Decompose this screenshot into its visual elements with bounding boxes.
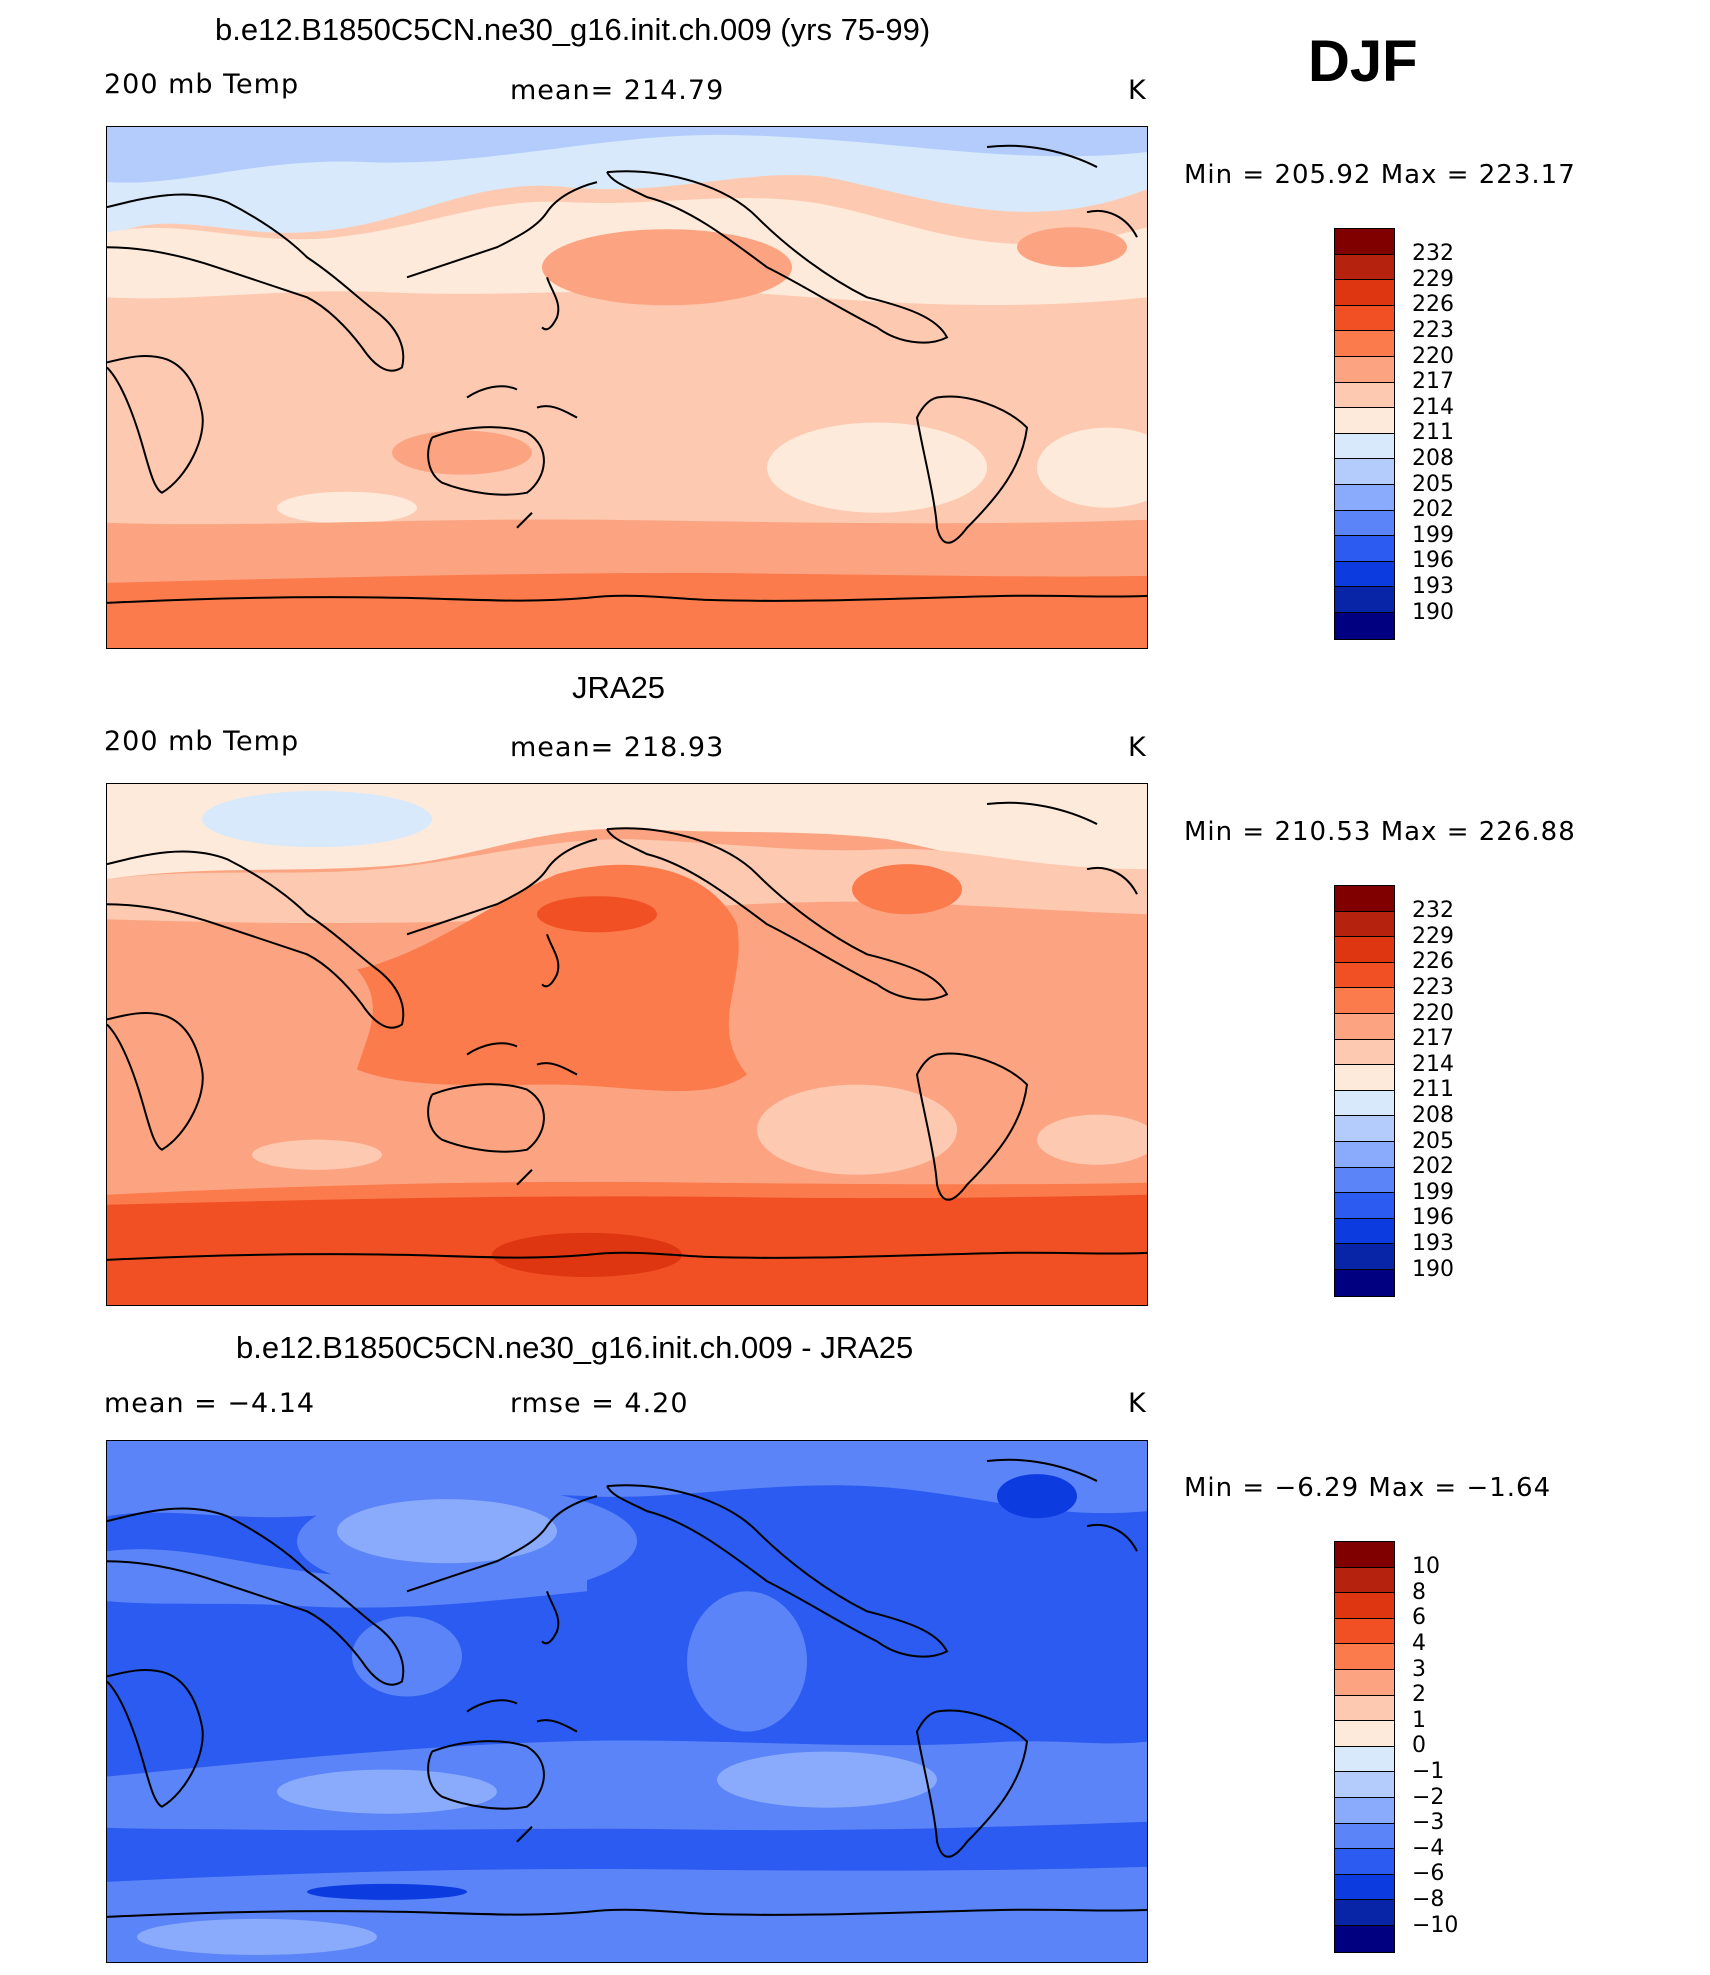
panel3-left-label: mean = −4.14 bbox=[104, 1388, 316, 1419]
panel3-dark-spot-antarctic bbox=[307, 1883, 467, 1900]
panel2-title: JRA25 bbox=[572, 670, 666, 705]
panel3-tick: 4 bbox=[1412, 1631, 1426, 1656]
panel2-tick: 190 bbox=[1412, 1257, 1454, 1282]
panel1-tick: 196 bbox=[1412, 548, 1454, 573]
panel1-mean-label: mean= 214.79 bbox=[510, 75, 725, 106]
panel2-warm-spot-japan bbox=[537, 896, 657, 933]
panel3-warm-spot-canada bbox=[997, 1474, 1077, 1519]
panel1-tick: 223 bbox=[1412, 318, 1454, 343]
panel3-tick: −2 bbox=[1412, 1785, 1445, 1810]
panel2-cool-spot-pacific bbox=[757, 1084, 957, 1175]
panel2-tick: 196 bbox=[1412, 1205, 1454, 1230]
panel1-band-antarctic bbox=[107, 572, 1147, 648]
panel1-tick: 199 bbox=[1412, 523, 1454, 548]
panel1-tick: 205 bbox=[1412, 472, 1454, 497]
panel2-tick: 211 bbox=[1412, 1077, 1454, 1102]
panel2-tick: 232 bbox=[1412, 898, 1454, 923]
panel1-tick: 232 bbox=[1412, 241, 1454, 266]
panel3-tick: 3 bbox=[1412, 1657, 1426, 1682]
panel1-coastlines bbox=[107, 144, 1147, 604]
panel3-light-spot-asia bbox=[337, 1499, 557, 1564]
panel1-cool-spot-pacific bbox=[767, 422, 987, 513]
panel1-map bbox=[106, 126, 1148, 649]
panel1-left-label: 200 mb Temp bbox=[104, 69, 300, 100]
panel3-cool-spot-pacific bbox=[687, 1591, 807, 1732]
panel1-tick: 214 bbox=[1412, 395, 1454, 420]
panel1-tick: 190 bbox=[1412, 600, 1454, 625]
panel3-tick: −8 bbox=[1412, 1887, 1445, 1912]
panel2-tick: 193 bbox=[1412, 1231, 1454, 1256]
panel1-tick: 202 bbox=[1412, 497, 1454, 522]
panel3-midlat-patch bbox=[107, 1549, 587, 1608]
panel3-colorbar-swatches bbox=[1334, 1541, 1395, 1953]
panel2-tick: 214 bbox=[1412, 1052, 1454, 1077]
panel2-left-label: 200 mb Temp bbox=[104, 726, 300, 757]
panel3-tick: 0 bbox=[1412, 1733, 1426, 1758]
panel3-light-spot-antarctic bbox=[137, 1918, 377, 1955]
panel3-tick: 2 bbox=[1412, 1682, 1426, 1707]
panel2-tick: 220 bbox=[1412, 1001, 1454, 1026]
panel2-cool-spot-atlantic bbox=[1037, 1114, 1147, 1165]
season-label: DJF bbox=[1308, 29, 1418, 94]
panel3-title: b.e12.B1850C5CN.ne30_g16.init.ch.009 - J… bbox=[236, 1330, 914, 1365]
panel2-tick: 208 bbox=[1412, 1103, 1454, 1128]
panel1-warm-spot-atlantic bbox=[1017, 227, 1127, 268]
panel3-units: K bbox=[1128, 1388, 1147, 1419]
panel2-tick: 217 bbox=[1412, 1026, 1454, 1051]
panel2-tick: 205 bbox=[1412, 1129, 1454, 1154]
panel3-tick: −10 bbox=[1412, 1913, 1459, 1938]
panel3-minmax: Min = −6.29 Max = −1.64 bbox=[1184, 1473, 1552, 1503]
panel2-cool-spot-indian bbox=[252, 1139, 382, 1170]
panel1-warm-spot-japan bbox=[542, 229, 792, 306]
panel2-tick: 199 bbox=[1412, 1180, 1454, 1205]
panel3-coastlines bbox=[107, 1458, 1147, 1918]
panel3-tick: 1 bbox=[1412, 1708, 1426, 1733]
panel1-cool-spot-indian bbox=[277, 491, 417, 524]
panel3-cool-spot-indonesia bbox=[352, 1616, 462, 1697]
panel1-units: K bbox=[1128, 75, 1147, 106]
panel1-tick: 229 bbox=[1412, 267, 1454, 292]
panel3-rmse-label: rmse = 4.20 bbox=[510, 1388, 689, 1419]
panel3-light-spot-south-pacific bbox=[717, 1751, 937, 1808]
panel1-tick: 193 bbox=[1412, 574, 1454, 599]
panel2-tick: 229 bbox=[1412, 924, 1454, 949]
panel2-colorbar-swatches bbox=[1334, 885, 1395, 1297]
panel1-colorbar-swatches bbox=[1334, 228, 1395, 640]
panel1-warm-spot-australia bbox=[392, 430, 532, 475]
panel3-tick: −3 bbox=[1412, 1810, 1445, 1835]
panel1-tick: 208 bbox=[1412, 446, 1454, 471]
panel1-band-arctic bbox=[107, 127, 1147, 183]
panel2-coastlines bbox=[107, 801, 1147, 1261]
panel3-tick: 8 bbox=[1412, 1580, 1426, 1605]
panel1-title: b.e12.B1850C5CN.ne30_g16.init.ch.009 (yr… bbox=[215, 12, 931, 47]
panel3-light-spot-indian bbox=[277, 1769, 497, 1814]
panel2-tick: 226 bbox=[1412, 949, 1454, 974]
panel2-mean-label: mean= 218.93 bbox=[510, 732, 725, 763]
panel1-cool-spot-atlantic bbox=[1037, 427, 1147, 508]
panel2-map bbox=[106, 783, 1148, 1306]
panel3-tick: −4 bbox=[1412, 1836, 1445, 1861]
panel1-tick: 220 bbox=[1412, 344, 1454, 369]
panel1-minmax: Min = 205.92 Max = 223.17 bbox=[1184, 160, 1576, 190]
panel3-map bbox=[106, 1440, 1148, 1963]
panel2-warm-spot-canada bbox=[852, 864, 962, 915]
panel2-minmax: Min = 210.53 Max = 226.88 bbox=[1184, 817, 1576, 847]
panel1-tick: 226 bbox=[1412, 292, 1454, 317]
panel1-tick: 217 bbox=[1412, 369, 1454, 394]
panel1-tick: 211 bbox=[1412, 420, 1454, 445]
panel3-tick: −1 bbox=[1412, 1759, 1445, 1784]
panel3-tick: 10 bbox=[1412, 1554, 1440, 1579]
panel2-tick: 223 bbox=[1412, 975, 1454, 1000]
panel2-units: K bbox=[1128, 732, 1147, 763]
panel3-tick: 6 bbox=[1412, 1605, 1426, 1630]
panel2-cold-spot-siberia bbox=[202, 791, 432, 848]
panel2-tick: 202 bbox=[1412, 1154, 1454, 1179]
panel3-tick: −6 bbox=[1412, 1861, 1445, 1886]
